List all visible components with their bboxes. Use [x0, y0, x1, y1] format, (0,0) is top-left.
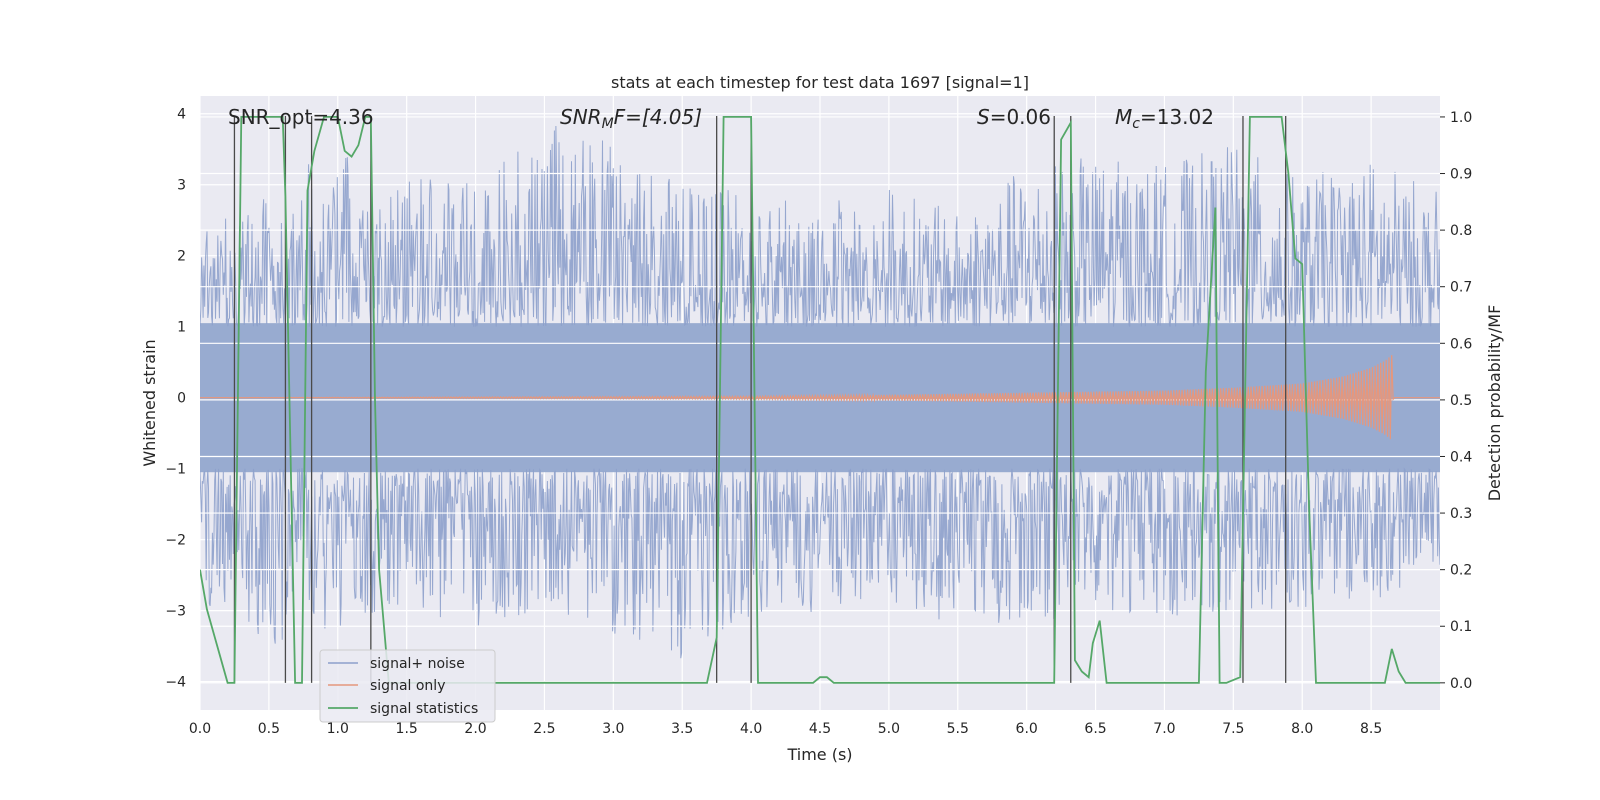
x-tick-label: 6.5 — [1084, 721, 1106, 737]
y-right-tick-label: 0.7 — [1450, 280, 1472, 296]
x-tick-label: 4.5 — [809, 721, 831, 737]
y-right-tick-label: 0.0 — [1450, 676, 1472, 692]
annotation-snr-opt: SNR_opt=4.36 — [228, 105, 374, 129]
signal-statistics-series — [200, 116, 1440, 684]
x-tick-label: 2.5 — [533, 721, 555, 737]
x-tick-label: 5.0 — [878, 721, 900, 737]
x-tick-label: 1.5 — [396, 721, 418, 737]
y-right-tick-label: 0.6 — [1450, 336, 1472, 352]
legend-label-noise: signal+ noise — [370, 656, 465, 672]
y-right-tick-label: 0.2 — [1450, 563, 1472, 579]
detection-markers — [233, 115, 1287, 683]
y-right-tick-label: 1.0 — [1450, 110, 1472, 126]
y-tick-label: 4 — [177, 107, 186, 123]
legend-box — [319, 649, 496, 723]
x-tick-label: 3.5 — [671, 721, 693, 737]
snr-mf-main: SNR — [560, 105, 602, 129]
s-rest: =0.06 — [990, 105, 1051, 129]
x-tick-labels: 0.0 0.5 1.0 1.5 2.0 2.5 3.0 3.5 4.0 4.5 5.0 5.5 6.0 6… — [189, 721, 1382, 737]
y-tick-label: −1 — [165, 462, 186, 478]
signal-statistics-line — [200, 116, 1440, 684]
y-right-tick-labels: 0.0 0.1 0.2 0.3 0.4 0.5 0.6 0.7 0.8 0.9 1.0 — [1440, 110, 1472, 692]
y-right-tick-label: 0.9 — [1450, 167, 1472, 183]
x-tick-label: 0.0 — [189, 721, 211, 737]
x-tick-label: 5.5 — [947, 721, 969, 737]
y-tick-label: 3 — [177, 178, 186, 194]
y-tick-label: −4 — [165, 675, 186, 691]
signal-only-series — [200, 355, 1440, 440]
chart-title: stats at each timestep for test data 169… — [611, 73, 1029, 92]
y-right-axis-label: Detection probability/MF — [1485, 305, 1504, 502]
annotation-s: S=0.06 — [977, 105, 1051, 129]
y-tick-label: 1 — [177, 320, 186, 336]
legend-label-stats: signal statistics — [370, 701, 478, 717]
x-tick-label: 1.0 — [327, 721, 349, 737]
noise-lower-trace — [200, 467, 1440, 659]
y-tick-label: 2 — [177, 249, 186, 265]
annotation-snr-mf: SNRMF=[4.05] — [560, 105, 702, 132]
snr-mf-sub: M — [602, 116, 614, 132]
x-tick-label: 6.0 — [1016, 721, 1038, 737]
mc-rest: =13.02 — [1140, 105, 1214, 129]
x-tick-label: 2.0 — [464, 721, 486, 737]
x-tick-label: 7.0 — [1153, 721, 1175, 737]
noise-upper-trace — [200, 125, 1440, 328]
snr-mf-rest: F=[4.05] — [614, 105, 702, 129]
s-main: S — [977, 105, 990, 129]
y-right-tick-label: 0.3 — [1450, 506, 1472, 522]
y-axis-label: Whitened strain — [140, 339, 159, 466]
y-right-tick-label: 0.1 — [1450, 619, 1472, 635]
x-tick-label: 4.0 — [740, 721, 762, 737]
y-right-tick-label: 0.5 — [1450, 393, 1472, 409]
mc-main: M — [1115, 105, 1132, 129]
x-tick-label: 8.0 — [1291, 721, 1313, 737]
x-tick-label: 0.5 — [258, 721, 280, 737]
x-tick-label: 8.5 — [1360, 721, 1382, 737]
y-tick-labels: −4 −3 −2 −1 0 1 2 3 4 — [165, 107, 186, 691]
x-tick-label: 3.0 — [602, 721, 624, 737]
x-axis-label: Time (s) — [786, 745, 852, 764]
y-right-tick-label: 0.4 — [1450, 449, 1472, 465]
y-tick-label: −3 — [165, 604, 186, 620]
annotation-mc: Mc=13.02 — [1115, 105, 1214, 132]
y-tick-label: −2 — [165, 533, 186, 549]
signal-only-trace — [200, 355, 1440, 440]
mc-sub: c — [1132, 116, 1140, 132]
y-tick-label: 0 — [177, 391, 186, 407]
x-tick-label: 7.5 — [1222, 721, 1244, 737]
legend-label-signal: signal only — [370, 678, 445, 694]
y-right-tick-label: 0.8 — [1450, 223, 1472, 239]
legend: signal+ noise signal only signal statist… — [319, 649, 496, 723]
